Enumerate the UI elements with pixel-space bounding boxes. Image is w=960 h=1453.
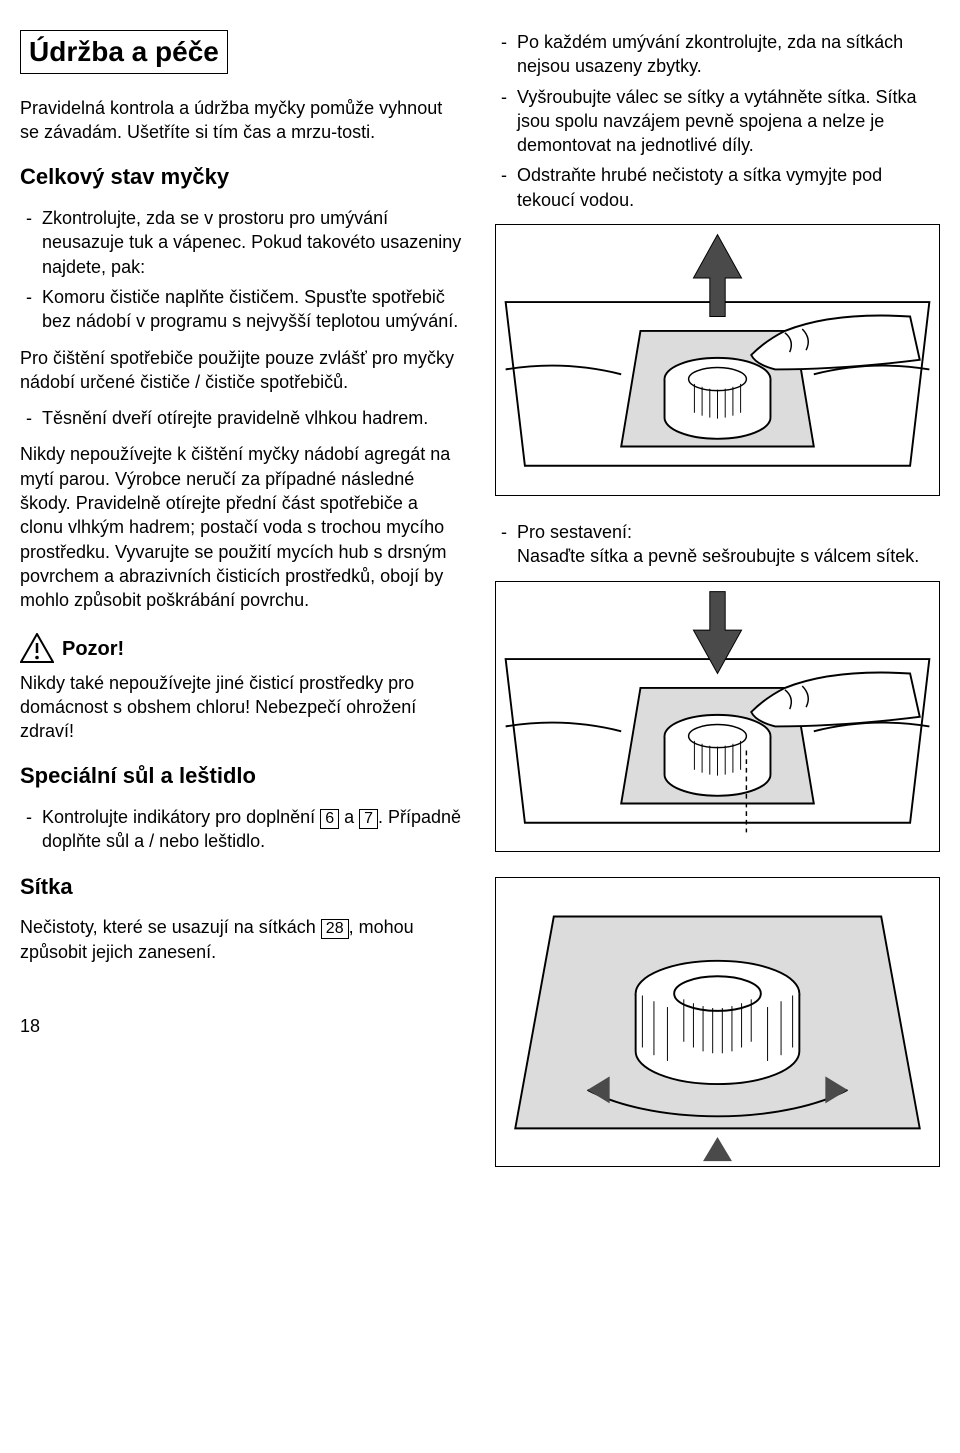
filters-text: Nečistoty, které se usazují na sítkách 2… (20, 915, 465, 964)
list-item: Pro sestavení: Nasaďte sítka a pevně seš… (495, 520, 940, 569)
ref-number: 6 (320, 809, 339, 829)
figure-remove-filter (495, 224, 940, 496)
list-item: Kontrolujte indikátory pro doplnění 6 a … (20, 805, 465, 854)
warning-block: Pozor! (20, 633, 465, 663)
list-item: Komoru čističe naplňte čističem. Spusťte… (20, 285, 465, 334)
heading-filters: Sítka (20, 872, 465, 902)
list-item: Těsnění dveří otírejte pravidelně vlhkou… (20, 406, 465, 430)
intro-text: Pravidelná kontrola a údržba myčky pomůž… (20, 96, 465, 145)
list-right-1: Po každém umývání zkontrolujte, zda na s… (495, 30, 940, 212)
list-item: Po každém umývání zkontrolujte, zda na s… (495, 30, 940, 79)
warning-text: Nikdy také nepoužívejte jiné čisticí pro… (20, 671, 465, 744)
note-cleaners: Pro čištění spotřebiče použijte pouze zv… (20, 346, 465, 395)
warning-label: Pozor! (62, 636, 124, 663)
heading-overall: Celkový stav myčky (20, 162, 465, 192)
list-right-2: Pro sestavení: Nasaďte sítka a pevně seš… (495, 520, 940, 569)
note-steam: Nikdy nepoužívejte k čištění myčky nádob… (20, 442, 465, 612)
left-column: Údržba a péče Pravidelná kontrola a údrž… (20, 30, 465, 1192)
figure-tighten-filter (495, 877, 940, 1168)
right-column: Po každém umývání zkontrolujte, zda na s… (495, 30, 940, 1192)
warning-icon (20, 633, 54, 663)
page-title: Údržba a péče (20, 30, 228, 74)
figure-insert-filter (495, 581, 940, 853)
list-item: Vyšroubujte válec se sítky a vytáhněte s… (495, 85, 940, 158)
list-item: Zkontrolujte, zda se v prostoru pro umýv… (20, 206, 465, 279)
ref-number: 7 (359, 809, 378, 829)
list-overall-1: Zkontrolujte, zda se v prostoru pro umýv… (20, 206, 465, 333)
list-salt: Kontrolujte indikátory pro doplnění 6 a … (20, 805, 465, 854)
list-item: Odstraňte hrubé nečistoty a sítka vymyjt… (495, 163, 940, 212)
list-overall-2: Těsnění dveří otírejte pravidelně vlhkou… (20, 406, 465, 430)
heading-salt: Speciální sůl a leštidlo (20, 761, 465, 791)
ref-number: 28 (321, 919, 349, 939)
page-number: 18 (20, 1014, 465, 1038)
